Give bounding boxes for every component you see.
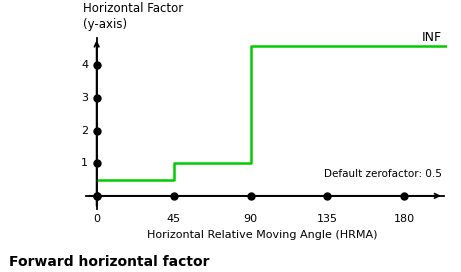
Text: Horizontal Relative Moving Angle (HRMA): Horizontal Relative Moving Angle (HRMA) [147, 230, 378, 240]
Text: 90: 90 [243, 214, 258, 224]
Text: 135: 135 [317, 214, 338, 224]
Text: 45: 45 [166, 214, 181, 224]
Text: 1: 1 [81, 158, 88, 168]
Text: Forward horizontal factor: Forward horizontal factor [9, 255, 210, 269]
Text: 2: 2 [81, 126, 88, 135]
Text: 4: 4 [81, 60, 88, 70]
Text: 0: 0 [93, 214, 100, 224]
Text: 180: 180 [394, 214, 415, 224]
Text: 3: 3 [81, 93, 88, 103]
Text: Horizontal Factor
(y-axis): Horizontal Factor (y-axis) [83, 2, 183, 31]
Text: Default zerofactor: 0.5: Default zerofactor: 0.5 [324, 169, 442, 179]
Text: INF: INF [422, 31, 442, 44]
